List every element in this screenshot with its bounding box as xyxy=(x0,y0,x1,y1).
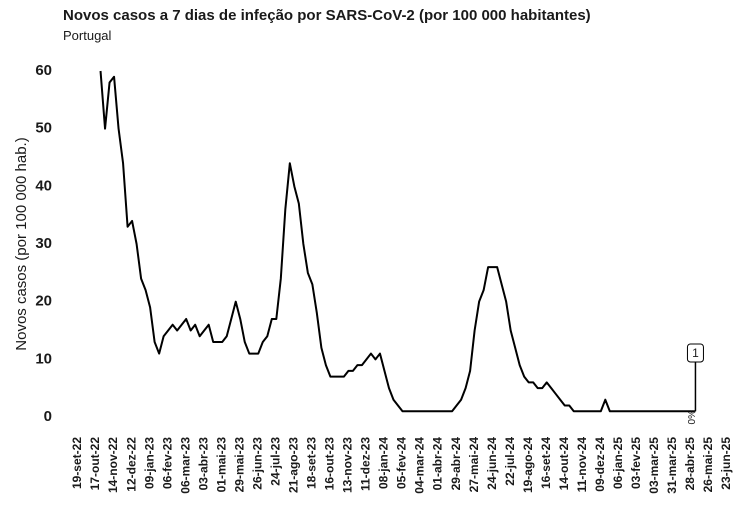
y-tick-label: 20 xyxy=(35,293,52,310)
x-tick-label: 29-mai-23 xyxy=(232,437,246,493)
x-tick-label: 12-dez-22 xyxy=(124,437,138,492)
x-tick-label: 18-set-23 xyxy=(305,437,319,489)
data-line xyxy=(99,70,696,413)
x-tick-label: 11-nov-24 xyxy=(575,437,589,493)
x-tick-label: 27-mai-24 xyxy=(467,437,481,493)
x-tick-label: 03-mar-25 xyxy=(647,437,661,494)
chart-subtitle: Portugal xyxy=(63,28,112,43)
x-tick-label: 01-mai-23 xyxy=(214,437,228,493)
y-tick-label: 50 xyxy=(35,120,52,137)
x-tick-label: 11-dez-23 xyxy=(359,437,373,491)
annotation-note: 0% xyxy=(687,410,698,425)
y-tick-label: 30 xyxy=(35,235,52,252)
x-tick-label: 08-jan-24 xyxy=(377,437,391,489)
x-tick-label: 03-fev-25 xyxy=(629,437,643,489)
x-tick-label: 17-out-22 xyxy=(88,437,102,491)
x-tick-label: 24-jun-24 xyxy=(485,437,499,490)
annotation-box xyxy=(686,343,704,363)
x-tick-label: 03-abr-23 xyxy=(196,437,210,491)
x-tick-label: 16-set-24 xyxy=(539,437,553,489)
x-tick-label: 23-jun-25 xyxy=(719,437,733,490)
x-tick-label: 14-out-24 xyxy=(557,437,571,491)
x-tick-label: 05-fev-24 xyxy=(395,437,409,489)
x-tick-label: 24-jul-23 xyxy=(268,437,282,486)
x-tick-label: 06-fev-23 xyxy=(160,437,174,489)
x-tick-label: 29-abr-24 xyxy=(449,437,463,491)
y-tick-label: 60 xyxy=(35,62,52,79)
x-tick-label: 26-mai-25 xyxy=(701,437,715,493)
x-tick-label: 09-jan-23 xyxy=(142,437,156,489)
x-tick-label: 14-nov-22 xyxy=(106,437,120,493)
x-tick-label: 31-mar-25 xyxy=(665,437,679,494)
chart-title: Novos casos a 7 dias de infeção por SARS… xyxy=(63,7,591,24)
x-tick-label: 26-jun-23 xyxy=(250,437,264,490)
annotation-label: 1 xyxy=(692,346,699,360)
x-tick-label: 21-ago-23 xyxy=(287,437,301,493)
y-tick-label: 10 xyxy=(35,350,52,367)
y-axis-label: Novos casos (por 100 000 hab.) xyxy=(13,137,30,350)
y-tick-label: 40 xyxy=(35,177,52,194)
x-tick-label: 16-out-23 xyxy=(323,437,337,491)
x-tick-label: 09-dez-24 xyxy=(593,437,607,492)
x-tick-label: 19-set-22 xyxy=(70,437,84,489)
y-tick-label: 0 xyxy=(44,408,52,425)
x-tick-label: 22-jul-24 xyxy=(503,437,517,486)
x-tick-label: 06-jan-25 xyxy=(611,437,625,489)
x-tick-label: 28-abr-25 xyxy=(683,437,697,491)
x-tick-label: 13-nov-23 xyxy=(341,437,355,493)
x-tick-label: 01-abr-24 xyxy=(431,437,445,491)
x-tick-label: 06-mar-23 xyxy=(178,437,192,494)
x-tick-label: 19-ago-24 xyxy=(521,437,535,493)
x-tick-label: 04-mar-24 xyxy=(413,437,427,494)
